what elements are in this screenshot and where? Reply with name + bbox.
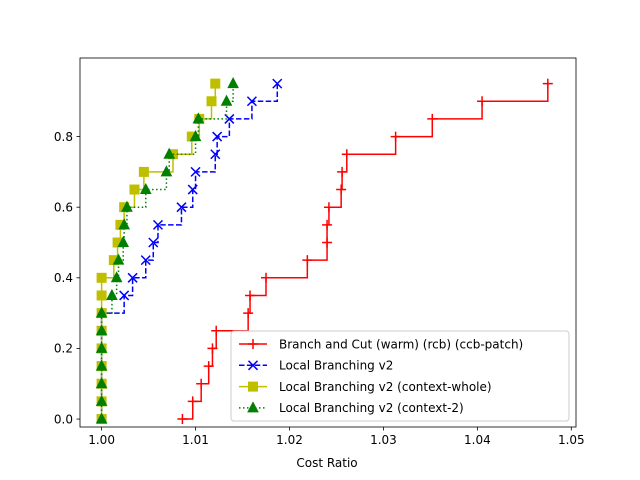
series-3-point-14 — [129, 184, 140, 195]
series-4-point-16 — [163, 147, 176, 159]
series-4-point-18 — [192, 112, 205, 124]
legend-box — [230, 330, 570, 422]
series-3-point-8 — [96, 290, 107, 301]
legend-entry-1: Branch and Cut (warm) (rcb) (ccb-patch) — [239, 337, 523, 351]
series-2-point-14 — [187, 184, 198, 195]
series-1-point-18 — [427, 113, 438, 124]
series-2-point-20 — [272, 78, 283, 89]
series-3-point-15 — [138, 166, 149, 177]
series-4-point-15 — [160, 165, 173, 177]
series-1-point-1 — [177, 414, 188, 425]
series-2-point-19 — [246, 96, 257, 107]
legend-label-1: Branch and Cut (warm) (rcb) (ccb-patch) — [279, 337, 523, 351]
y-tick-label-1: 0.0 — [54, 412, 73, 426]
plot-area: 1.00 1.01 1.02 1.03 1.04 1.05 0.0 0.2 0.4 0.6 0.8 — [54, 57, 585, 447]
series-4-point-7 — [95, 306, 108, 318]
series-4-point-6 — [95, 324, 108, 336]
y-tick-label-4: 0.6 — [54, 200, 73, 214]
series-4-point-1 — [95, 412, 108, 424]
series-3-point-19 — [206, 96, 217, 107]
series-4-point-3 — [95, 377, 108, 389]
series-4-point-14 — [139, 182, 152, 195]
x-axis-label: Cost Ratio — [296, 456, 357, 470]
series-4-point-12 — [118, 218, 130, 230]
series-1-point-7 — [243, 308, 254, 319]
series-1-point-10 — [302, 255, 313, 266]
x-tick-label-4: 1.03 — [370, 433, 397, 447]
series-1-point-4 — [203, 361, 214, 372]
legend-entry-2: Local Branching v2 — [239, 359, 393, 373]
series-4-point-10 — [112, 253, 125, 265]
x-tick-label-3: 1.02 — [276, 433, 303, 447]
series-2-line — [100, 83, 279, 420]
series-1-point-17 — [390, 131, 401, 142]
series-1-point-2 — [187, 396, 198, 407]
series-2-point-16 — [210, 149, 221, 160]
series-1-point-14 — [336, 184, 347, 195]
x-tick-label-5: 1.04 — [464, 433, 491, 447]
series-1-point-11 — [322, 237, 333, 248]
series-1-point-3 — [196, 378, 207, 389]
legend-label-2: Local Branching v2 — [279, 359, 393, 373]
legend-marker-3 — [248, 381, 258, 392]
series-2-point-17 — [212, 131, 223, 142]
legend-marker-2 — [247, 360, 259, 371]
series-4-point-5 — [95, 341, 108, 353]
series-1-point-19 — [477, 96, 488, 107]
series-1-point-15 — [337, 166, 348, 177]
series-1-point-16 — [341, 149, 352, 160]
series-4 — [95, 77, 239, 424]
series-1 — [177, 78, 553, 425]
series-4-point-17 — [189, 129, 202, 142]
series-2-point-8 — [119, 290, 130, 301]
series-1-point-8 — [245, 290, 256, 301]
series-4-point-13 — [121, 200, 133, 212]
series-3-point-9 — [96, 272, 107, 283]
series-2-point-10 — [140, 255, 151, 266]
y-tick-label-3: 0.4 — [54, 271, 73, 285]
legend-entry-4: Local Branching v2 (context-2) — [239, 401, 464, 415]
axes-frame — [79, 57, 577, 428]
series-2-point-13 — [176, 202, 187, 213]
series-1-point-6 — [211, 325, 222, 336]
series-4-point-20 — [227, 77, 239, 89]
series-2-point-15 — [190, 166, 201, 177]
series-1-point-12 — [322, 219, 333, 230]
series-4-point-4 — [95, 359, 108, 371]
series-2-point-12 — [152, 219, 164, 230]
x-tick-label-1: 1.00 — [88, 433, 115, 447]
legend-label-3: Local Branching v2 (context-whole) — [279, 380, 492, 394]
legend: Branch and Cut (warm) (rcb) (ccb-patch) L… — [230, 330, 570, 422]
x-tick-label-6: 1.05 — [558, 433, 585, 447]
series-1-point-20 — [542, 78, 553, 89]
y-tick-label-5: 0.8 — [54, 130, 73, 144]
legend-marker-1 — [248, 339, 258, 349]
legend-entry-3: Local Branching v2 (context-whole) — [239, 380, 492, 394]
series-4-point-2 — [95, 394, 108, 406]
series-2-point-9 — [127, 272, 138, 283]
series-3-point-20 — [210, 78, 221, 89]
y-tick-label-2: 0.2 — [54, 342, 73, 356]
legend-marker-4 — [247, 401, 259, 413]
series-1-point-5 — [207, 343, 218, 354]
series-4-point-8 — [106, 288, 118, 300]
series-1-point-9 — [261, 272, 271, 283]
series-4-point-19 — [220, 94, 233, 106]
series-1-point-13 — [323, 202, 334, 213]
series-4-point-11 — [117, 235, 130, 247]
series-2-point-11 — [148, 237, 159, 248]
legend-label-4: Local Branching v2 (context-2) — [279, 401, 464, 415]
x-tick-label-2: 1.01 — [182, 433, 209, 447]
series-4-point-9 — [110, 271, 123, 283]
